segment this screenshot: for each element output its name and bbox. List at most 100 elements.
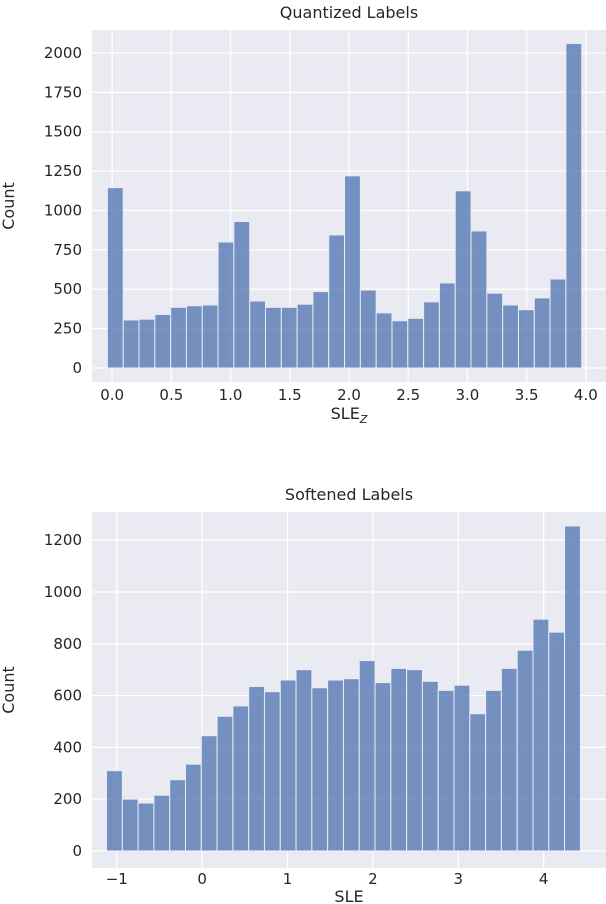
bar: [500, 667, 518, 852]
y-tick-label: 500: [53, 280, 82, 298]
bar: [233, 221, 251, 369]
y-tick-label: 0: [72, 359, 82, 377]
bar: [470, 230, 488, 369]
bar: [185, 305, 203, 369]
bar: [437, 689, 455, 852]
bar: [486, 292, 504, 369]
bar: [423, 301, 440, 369]
bar: [406, 669, 423, 852]
x-tick-label: 1: [283, 870, 293, 888]
bar: [359, 289, 377, 369]
bar: [248, 686, 265, 852]
bar: [564, 525, 581, 852]
bar: [138, 318, 156, 369]
bar: [549, 278, 567, 369]
bar: [265, 306, 282, 369]
bar: [153, 794, 171, 852]
bar: [391, 320, 409, 369]
bar: [263, 691, 281, 852]
x-tick-label: 2: [368, 870, 378, 888]
y-tick-label: 1000: [44, 201, 82, 219]
bar: [184, 763, 202, 852]
x-tick-label: 2.5: [396, 386, 420, 404]
bar: [532, 618, 550, 852]
bar: [358, 660, 376, 852]
bar: [200, 735, 218, 852]
y-axis-label: Count: [0, 666, 18, 714]
x-tick-label: 0.0: [100, 386, 124, 404]
bar: [121, 798, 139, 852]
y-tick-label: 400: [53, 738, 82, 756]
bar: [279, 679, 297, 852]
y-tick-label: 1500: [44, 123, 82, 141]
bar: [375, 312, 393, 369]
bar: [548, 631, 566, 852]
bar: [217, 241, 235, 369]
x-tick-label: 1.5: [278, 386, 302, 404]
bar: [454, 190, 472, 369]
bar: [374, 682, 392, 852]
y-axis-label: Count: [0, 182, 18, 230]
bar: [517, 309, 535, 369]
x-axis-label: SLE: [334, 887, 363, 904]
bar: [390, 667, 408, 852]
bar: [342, 678, 360, 852]
bar: [407, 317, 425, 369]
bar: [154, 313, 172, 369]
bar: [295, 669, 313, 852]
bar: [344, 175, 361, 369]
x-tick-label: 0.5: [159, 386, 183, 404]
bar: [280, 306, 298, 369]
y-tick-label: 600: [53, 687, 82, 705]
y-tick-label: 2000: [44, 44, 82, 62]
bar: [106, 770, 123, 852]
x-tick-label: 2.0: [337, 386, 361, 404]
x-tick-label: 4.0: [574, 386, 598, 404]
y-tick-label: 800: [53, 635, 82, 653]
bar: [469, 713, 487, 852]
bar: [216, 715, 234, 852]
bar: [106, 187, 124, 369]
bar: [533, 297, 551, 369]
x-axis-label-sub: Z: [359, 413, 368, 426]
chart-title: Softened Labels: [285, 485, 413, 504]
y-tick-label: 1000: [44, 583, 82, 601]
bar: [328, 234, 346, 369]
x-tick-label: 1.0: [219, 386, 243, 404]
x-tick-label: 3.0: [456, 386, 480, 404]
chart: 0 200 400 600 800 1000 1200 −1 0 1 2 3 4 Softened Lab…: [0, 485, 606, 904]
y-tick-label: 1250: [44, 162, 82, 180]
x-tick-label: 0: [197, 870, 207, 888]
chart: 0 250 500 750 1000 1250 1500 1750 2000 0.0 0.5 1.0 1…: [0, 3, 606, 426]
y-tick-label: 0: [72, 842, 82, 860]
bar: [311, 687, 329, 852]
bar: [296, 303, 314, 369]
chart-title: Quantized Labels: [280, 3, 418, 22]
bar: [516, 649, 534, 852]
bar: [502, 304, 519, 369]
bar: [438, 282, 456, 369]
bar: [201, 304, 219, 369]
bar: [565, 43, 583, 369]
bar: [327, 679, 344, 852]
x-axis-label: SLEZ: [331, 404, 368, 426]
bar: [453, 684, 471, 852]
x-axis-label-main: SLE: [331, 404, 360, 423]
y-tick-label: 1750: [44, 83, 82, 101]
bar: [421, 680, 439, 852]
x-tick-label: 3.5: [515, 386, 539, 404]
bar: [232, 705, 250, 852]
x-axis-label-main: SLE: [334, 887, 363, 904]
bar: [485, 689, 502, 852]
bar: [122, 319, 140, 369]
y-tick-label: 1200: [44, 531, 82, 549]
bar: [312, 291, 330, 369]
y-tick-label: 200: [53, 790, 82, 808]
bar: [169, 779, 186, 852]
y-tick-label: 750: [53, 241, 82, 259]
x-tick-label: 4: [539, 870, 549, 888]
x-tick-label: −1: [106, 870, 128, 888]
y-tick-label: 250: [53, 320, 82, 338]
bar: [137, 802, 155, 852]
